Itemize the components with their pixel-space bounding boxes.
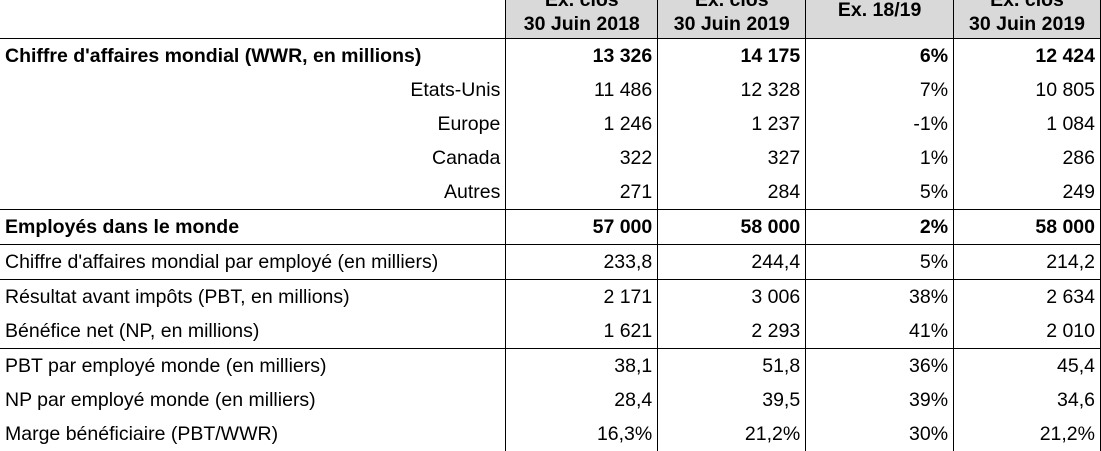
cell-2019-alt: 45,4 bbox=[953, 348, 1101, 383]
header-col-4: Ex. clos 30 Juin 2019 bbox=[953, 0, 1101, 39]
cell-2019: 2 293 bbox=[657, 314, 807, 349]
table-row: Europe 1 246 1 237 -1% 1 084 bbox=[0, 107, 1101, 141]
cell-change: 39% bbox=[805, 383, 955, 417]
table-row: Chiffre d'affaires mondial par employé (… bbox=[0, 244, 1101, 280]
row-label: Marge bénéficiaire (PBT/WWR) bbox=[0, 417, 507, 451]
row-label: NP par employé monde (en milliers) bbox=[0, 383, 507, 417]
cell-2019: 21,2% bbox=[657, 417, 807, 451]
cell-change: 36% bbox=[805, 348, 955, 383]
header-col-3-line1: Ex. 18/19 bbox=[837, 0, 922, 21]
row-label: PBT par employé monde (en milliers) bbox=[0, 348, 507, 383]
cell-2019: 58 000 bbox=[657, 209, 807, 245]
cell-2019-alt: 2 634 bbox=[953, 279, 1101, 314]
cell-2019: 51,8 bbox=[657, 348, 807, 383]
cell-change: 5% bbox=[805, 244, 955, 280]
row-label: Europe bbox=[0, 107, 507, 141]
header-col-4-line1: Ex. clos bbox=[990, 0, 1064, 11]
header-col-1-line1: Ex. clos bbox=[544, 0, 619, 11]
header-row: Ex. clos 30 Juin 2018 Ex. clos 30 Juin 2… bbox=[0, 0, 1101, 39]
cell-2019-alt: 286 bbox=[953, 141, 1101, 175]
row-label: Chiffre d'affaires mondial (WWR, en mill… bbox=[0, 38, 507, 73]
row-label: Autres bbox=[0, 175, 507, 210]
row-label: Bénéfice net (NP, en millions) bbox=[0, 314, 507, 349]
cell-change: 6% bbox=[805, 38, 955, 73]
cell-2018: 13 326 bbox=[505, 38, 659, 73]
table-row: NP par employé monde (en milliers) 28,4 … bbox=[0, 383, 1101, 417]
cell-2019-alt: 34,6 bbox=[953, 383, 1101, 417]
cell-2018: 1 246 bbox=[505, 107, 659, 141]
header-empty-cell bbox=[0, 0, 507, 39]
header-col-2-line1: Ex. clos bbox=[694, 0, 769, 11]
cell-2019: 244,4 bbox=[657, 244, 807, 280]
header-col-1-line2: 30 Juin 2018 bbox=[523, 13, 640, 35]
header-col-1: Ex. clos 30 Juin 2018 bbox=[505, 0, 659, 39]
cell-2018: 11 486 bbox=[505, 73, 659, 107]
cell-2019: 12 328 bbox=[657, 73, 807, 107]
row-label: Chiffre d'affaires mondial par employé (… bbox=[0, 244, 507, 280]
cell-2018: 322 bbox=[505, 141, 659, 175]
row-label: Canada bbox=[0, 141, 507, 175]
header-col-3: Ex. 18/19 bbox=[805, 0, 955, 39]
cell-change: 5% bbox=[805, 175, 955, 210]
row-label: Résultat avant impôts (PBT, en millions) bbox=[0, 279, 507, 314]
cell-change: 1% bbox=[805, 141, 955, 175]
cell-2018: 1 621 bbox=[505, 314, 659, 349]
table-row: Résultat avant impôts (PBT, en millions)… bbox=[0, 279, 1101, 314]
cell-change: 2% bbox=[805, 209, 955, 245]
header-col-2: Ex. clos 30 Juin 2019 bbox=[657, 0, 807, 39]
table-row: Employés dans le monde 57 000 58 000 2% … bbox=[0, 209, 1101, 245]
table-row: Marge bénéficiaire (PBT/WWR) 16,3% 21,2%… bbox=[0, 417, 1101, 451]
table-row: PBT par employé monde (en milliers) 38,1… bbox=[0, 348, 1101, 383]
cell-2019-alt: 214,2 bbox=[953, 244, 1101, 280]
cell-change: 38% bbox=[805, 279, 955, 314]
table-row: Autres 271 284 5% 249 bbox=[0, 175, 1101, 210]
cell-2018: 57 000 bbox=[505, 209, 659, 245]
cell-2019-alt: 249 bbox=[953, 175, 1101, 210]
cell-change: 7% bbox=[805, 73, 955, 107]
cell-2018: 16,3% bbox=[505, 417, 659, 451]
cell-2018: 28,4 bbox=[505, 383, 659, 417]
cell-2019: 14 175 bbox=[657, 38, 807, 73]
cell-2019-alt: 2 010 bbox=[953, 314, 1101, 349]
header-col-2-line2: 30 Juin 2019 bbox=[673, 13, 790, 35]
cell-change: 30% bbox=[805, 417, 955, 451]
cell-2019-alt: 21,2% bbox=[953, 417, 1101, 451]
row-label: Employés dans le monde bbox=[0, 209, 507, 245]
table-row: Bénéfice net (NP, en millions) 1 621 2 2… bbox=[0, 314, 1101, 349]
table-row: Chiffre d'affaires mondial (WWR, en mill… bbox=[0, 38, 1101, 73]
cell-change: -1% bbox=[805, 107, 955, 141]
cell-2019: 1 237 bbox=[657, 107, 807, 141]
cell-2019: 284 bbox=[657, 175, 807, 210]
cell-change: 41% bbox=[805, 314, 955, 349]
cell-2019: 39,5 bbox=[657, 383, 807, 417]
cell-2019-alt: 10 805 bbox=[953, 73, 1101, 107]
cell-2018: 38,1 bbox=[505, 348, 659, 383]
cell-2019-alt: 58 000 bbox=[953, 209, 1101, 245]
cell-2019-alt: 12 424 bbox=[953, 38, 1101, 73]
cell-2019: 3 006 bbox=[657, 279, 807, 314]
header-col-4-line2: 30 Juin 2019 bbox=[969, 13, 1086, 35]
cell-2018: 233,8 bbox=[505, 244, 659, 280]
cell-2018: 2 171 bbox=[505, 279, 659, 314]
table-row: Canada 322 327 1% 286 bbox=[0, 141, 1101, 175]
cell-2018: 271 bbox=[505, 175, 659, 210]
cell-2019-alt: 1 084 bbox=[953, 107, 1101, 141]
row-label: Etats-Unis bbox=[0, 73, 507, 107]
cell-2019: 327 bbox=[657, 141, 807, 175]
table-row: Etats-Unis 11 486 12 328 7% 10 805 bbox=[0, 73, 1101, 107]
